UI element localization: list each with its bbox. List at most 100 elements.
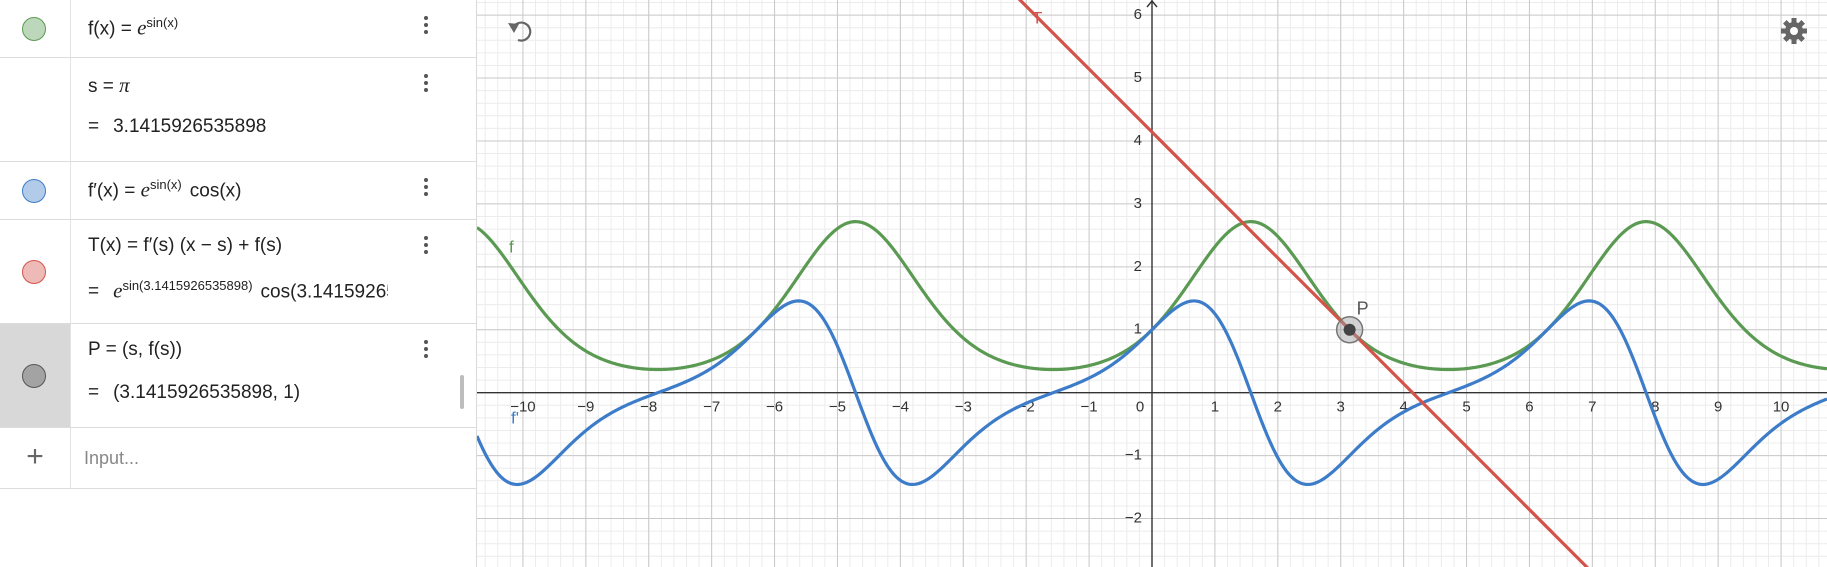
more-menu[interactable]	[424, 74, 428, 95]
superscript: sin(x)	[149, 177, 182, 192]
input-icon-cell: +	[0, 428, 71, 488]
menu-dot	[424, 23, 428, 27]
algebra-row[interactable]: P = (s, f(s)) = (3.1415926535898, 1)	[0, 324, 476, 428]
x-tick-label: −8	[640, 399, 657, 416]
y-tick-label: 6	[1134, 6, 1142, 23]
algebra-row[interactable]: f′(x) = esin(x) cos(x)	[0, 162, 476, 220]
x-tick-label: −1	[1081, 399, 1098, 416]
x-tick-label: −3	[955, 399, 972, 416]
x-tick-label: 8	[1651, 399, 1659, 416]
text-segment: =	[88, 116, 100, 137]
x-tick-label: 10	[1773, 399, 1790, 416]
marble-cell	[0, 220, 71, 323]
algebra-rows: f(x) = esin(x) s = π = 3.1415926535898 f′(x)…	[0, 0, 476, 428]
superscript: sin(3.1415926535898)	[122, 278, 253, 293]
text-segment: 3.1415926535898	[113, 116, 267, 137]
text-segment: e	[140, 177, 150, 202]
text-segment: (3.1415926535898, 1)	[113, 382, 301, 403]
menu-dot	[424, 347, 428, 351]
algebra-row[interactable]: T(x) = f′(s) (x − s) + f(s) = esin(3.14159…	[0, 220, 476, 324]
definition-line: T(x) = f′(s) (x − s) + f(s)	[88, 235, 388, 257]
text-segment: π	[119, 73, 130, 97]
x-tick-label: 1	[1211, 399, 1219, 416]
x-tick-label: 2	[1274, 399, 1282, 416]
y-tick-label: −1	[1125, 447, 1142, 464]
y-tick-label: 1	[1134, 321, 1142, 338]
menu-dot	[424, 236, 428, 240]
y-tick-label: 2	[1134, 258, 1142, 275]
definition-line: s = π	[88, 73, 388, 98]
definition-line: P = (s, f(s))	[88, 339, 388, 361]
menu-dot	[424, 81, 428, 85]
curves: f f' T P	[477, 0, 1827, 567]
x-tick-label: −6	[766, 399, 783, 416]
x-tick-label: −10	[510, 399, 535, 416]
visibility-marble[interactable]	[22, 16, 46, 41]
x-tick-label: 0	[1136, 399, 1144, 416]
scrollbar[interactable]	[460, 375, 464, 409]
visibility-marble[interactable]	[22, 259, 46, 284]
add-icon[interactable]: +	[26, 440, 44, 473]
menu-dot	[424, 178, 428, 182]
marble-cell	[0, 324, 71, 427]
more-menu[interactable]	[424, 236, 428, 257]
x-tick-label: −4	[892, 399, 909, 416]
text-segment: cos(x)	[189, 180, 242, 202]
algebra-row[interactable]: s = π = 3.1415926535898	[0, 58, 476, 162]
input-placeholder[interactable]: Input...	[84, 448, 140, 468]
menu-dot	[424, 250, 428, 254]
visibility-marble[interactable]	[22, 178, 46, 203]
undo-arrow	[508, 23, 519, 33]
definition-line: f(x) = esin(x)	[88, 15, 388, 40]
graphics-view: −10 −9 −8 −7 −6 −5 −4 −3 −2 −1 0 1 2 3 4 5 6 7 8 9 10−2−1123…	[477, 0, 1827, 567]
x-tick-label: −9	[577, 399, 594, 416]
text-segment: =	[88, 281, 100, 303]
curve-label: f'	[511, 408, 519, 427]
y-tick-label: 5	[1134, 69, 1142, 86]
marble-cell	[0, 0, 71, 57]
superscript: sin(x)	[146, 15, 179, 30]
marble-cell	[0, 58, 71, 161]
settings-button[interactable]	[1781, 18, 1807, 44]
marble-cell	[0, 162, 71, 219]
x-tick-label: 7	[1588, 399, 1596, 416]
menu-dot	[424, 340, 428, 344]
x-tick-label: −5	[829, 399, 846, 416]
x-tick-label: 6	[1525, 399, 1533, 416]
menu-dot	[424, 354, 428, 358]
text-segment: P = (s, f(s))	[88, 339, 183, 360]
x-tick-label: −7	[703, 399, 720, 416]
menu-dot	[424, 16, 428, 20]
point	[1343, 323, 1356, 336]
axes: −10 −9 −8 −7 −6 −5 −4 −3 −2 −1 0 1 2 3 4 5 6 7 8 9 10−2−1123…	[477, 0, 1827, 567]
input-row[interactable]: + Input...	[0, 428, 476, 489]
algebra-view: f(x) = esin(x) s = π = 3.1415926535898 f′(x)…	[0, 0, 477, 567]
curve-label: T	[1032, 8, 1042, 27]
point-label: P	[1357, 299, 1369, 319]
x-tick-label: 5	[1462, 399, 1470, 416]
gear-hole	[1790, 27, 1798, 35]
x-tick-label: 4	[1399, 399, 1407, 416]
value-line: = (3.1415926535898, 1)	[88, 382, 388, 404]
algebra-row[interactable]: f(x) = esin(x)	[0, 0, 476, 58]
undo-button[interactable]	[508, 21, 532, 42]
text-segment: =	[88, 382, 100, 403]
menu-dot	[424, 74, 428, 78]
text-segment: e	[113, 278, 123, 303]
menu-dot	[424, 30, 428, 34]
more-menu[interactable]	[424, 178, 428, 199]
text-segment: f′(x) =	[88, 180, 141, 202]
text-segment: s =	[88, 76, 120, 97]
menu-dot	[424, 185, 428, 189]
y-axis-arrow	[1146, 0, 1158, 8]
value-line: = 3.1415926535898	[88, 116, 388, 138]
more-menu[interactable]	[424, 16, 428, 37]
function-curve	[1017, 0, 1590, 567]
more-menu[interactable]	[424, 340, 428, 361]
function-curve	[477, 299, 1827, 487]
text-segment: f(x) =	[88, 18, 138, 40]
visibility-marble[interactable]	[22, 363, 46, 388]
value-line: = esin(3.1415926535898) cos(3.141592653589…	[88, 278, 388, 303]
y-tick-label: −2	[1125, 510, 1142, 527]
y-tick-label: 4	[1134, 132, 1142, 149]
